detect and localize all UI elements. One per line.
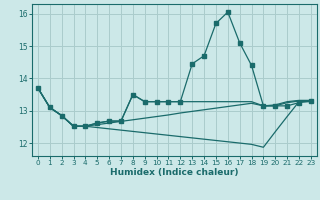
X-axis label: Humidex (Indice chaleur): Humidex (Indice chaleur)	[110, 168, 239, 177]
